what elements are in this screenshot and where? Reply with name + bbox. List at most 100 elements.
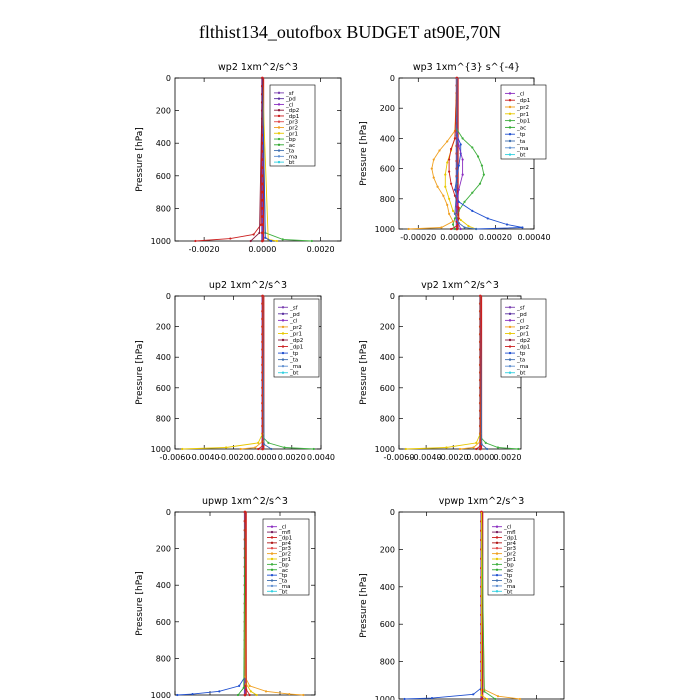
- y-tick-label: 400: [156, 581, 171, 590]
- legend-marker: [508, 92, 512, 95]
- legend-entry: _pr2: [503, 552, 516, 558]
- series-marker-dp1: [453, 194, 457, 197]
- legend-marker: [277, 91, 281, 95]
- legend-marker: [508, 119, 512, 122]
- legend-marker: [495, 552, 499, 555]
- legend-entry: _pr1: [516, 331, 529, 337]
- legend-entry: _ta: [516, 139, 525, 145]
- series-marker-pr1: [181, 447, 184, 451]
- legend-marker: [508, 364, 512, 368]
- legend-entry: _ta: [278, 579, 287, 585]
- series-marker-pr2: [438, 149, 441, 152]
- y-tick-label: 0: [390, 292, 395, 301]
- y-tick-label: 600: [156, 618, 171, 627]
- legend-marker: [277, 126, 281, 129]
- legend-marker: [277, 97, 281, 100]
- series-marker-cl: [455, 203, 458, 206]
- legend-entry: _bt: [289, 371, 299, 377]
- legend-entry: _pd: [289, 312, 300, 318]
- series-marker-bp: [471, 191, 474, 194]
- legend-marker: [270, 547, 274, 550]
- legend-entry: _ma: [503, 584, 515, 590]
- series-marker-tp: [453, 188, 457, 191]
- series-marker-tp: [430, 696, 434, 700]
- legend-entry: _ma: [516, 364, 528, 370]
- legend-entry: _dp1: [278, 535, 292, 541]
- legend-marker: [495, 579, 499, 582]
- series-marker-pr2: [458, 447, 462, 451]
- y-tick-label: 600: [380, 620, 395, 629]
- series-marker-tp: [218, 690, 221, 693]
- series-marker-bp: [484, 441, 487, 444]
- legend-marker: [495, 525, 499, 528]
- series-marker-bp: [281, 238, 284, 241]
- series-marker-bp: [267, 441, 270, 444]
- series-marker-dp1: [257, 447, 260, 451]
- legend-entry: _ac: [278, 568, 288, 574]
- series-marker-pr1: [444, 185, 447, 188]
- series-marker-ta: [486, 447, 489, 451]
- legend-entry: _cl: [503, 525, 512, 531]
- legend-marker: [270, 541, 274, 545]
- series-marker-dp1: [449, 147, 453, 151]
- series-marker-zero: [260, 207, 264, 210]
- series-marker-ta: [480, 443, 483, 446]
- legend-entry: _ma: [285, 154, 297, 160]
- y-axis-label: Pressure [hPa]: [135, 340, 145, 405]
- y-tick-label: 0: [166, 508, 171, 517]
- legend-entry: _ma: [278, 584, 290, 590]
- legend-entry: _pr1: [285, 131, 298, 137]
- series-marker-pr1: [225, 446, 228, 449]
- legend-marker: [508, 351, 512, 355]
- legend-entry: _pr4: [278, 541, 292, 547]
- series-line-pr1: [405, 296, 481, 450]
- series-marker-pr2: [243, 675, 247, 678]
- y-tick-label: 200: [380, 323, 395, 332]
- series-marker-pr2: [432, 158, 435, 161]
- x-tick-label: 0.00020: [479, 233, 512, 242]
- panel-1: wp2 1xm^2/s^3 0 200 400 600 800 1000 -0.0020 0.0…: [135, 62, 342, 254]
- series-marker-pr2: [472, 446, 475, 449]
- series-line-pr2: [240, 296, 264, 450]
- series-marker-pr1: [275, 239, 279, 243]
- series-marker-bp: [471, 146, 474, 149]
- series-marker-bp: [483, 690, 486, 693]
- series-marker-bp: [494, 697, 497, 700]
- legend-marker: [508, 338, 512, 342]
- series-marker-dp1: [455, 224, 458, 228]
- legend-entry: _dp2: [289, 338, 303, 344]
- y-tick-label: 800: [380, 414, 395, 423]
- series-marker-bp: [451, 223, 455, 226]
- legend-marker: [508, 312, 512, 316]
- series-marker-ta: [475, 227, 478, 231]
- panel-5: upwp 1xm^2/s^302004006008001000-0.00060-…: [135, 496, 332, 700]
- series-marker-cl: [461, 158, 464, 161]
- series-marker-tp: [191, 692, 194, 696]
- series-marker-zero: [480, 697, 483, 700]
- series-marker-pr1: [475, 441, 478, 444]
- series-marker-bp: [463, 200, 466, 203]
- series-marker-zero: [260, 215, 264, 218]
- legend-marker: [495, 541, 499, 545]
- series-marker-pr2: [440, 226, 443, 229]
- x-tick-label: -0.0060: [160, 453, 191, 462]
- y-tick-label: 200: [380, 104, 395, 113]
- series-marker-zero: [260, 239, 264, 243]
- panel-title: wp2 1xm^2/s^3: [218, 62, 298, 73]
- series-marker-ac: [242, 686, 245, 689]
- legend-entry: _dp1: [289, 345, 303, 351]
- y-tick-label: 1000: [151, 237, 171, 246]
- x-tick-label: -0.0020: [438, 453, 469, 462]
- legend-entry: _ma: [516, 146, 528, 152]
- x-tick-label: 0.0020: [307, 245, 335, 254]
- legend-marker: [277, 120, 281, 123]
- series-marker-bp: [517, 447, 520, 451]
- series-marker-pr1: [485, 697, 489, 700]
- legend-marker: [495, 590, 499, 593]
- y-tick-label: 800: [380, 658, 395, 667]
- legend-marker: [270, 563, 274, 566]
- legend-entry: _pr2: [289, 325, 302, 331]
- y-tick-label: 800: [156, 204, 171, 213]
- legend-entry: _tp: [278, 573, 288, 579]
- legend-marker: [508, 112, 512, 116]
